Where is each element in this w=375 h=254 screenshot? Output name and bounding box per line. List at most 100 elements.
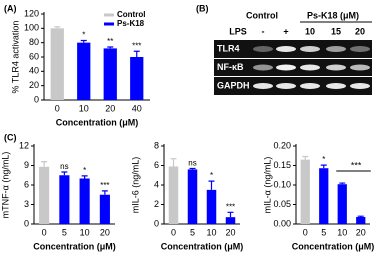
significance-label: *** <box>100 181 109 190</box>
x-tick-label: 0 <box>42 227 47 237</box>
x-tick-label: 5 <box>321 227 326 237</box>
error-bar <box>133 50 140 57</box>
panel-label: (C) <box>4 132 17 142</box>
gel-lps-label: LPS <box>229 26 247 36</box>
y-tick-label: 20 <box>29 80 39 90</box>
gel-lane-label: 15 <box>331 26 341 36</box>
significance-label: *** <box>226 202 235 211</box>
y-tick-label: 60 <box>29 51 39 61</box>
error-bar <box>227 211 234 218</box>
y-tick-label: 0.15 <box>273 160 291 170</box>
y-tick-label: 0 <box>154 218 159 228</box>
error-bar <box>170 158 177 167</box>
error-bar <box>54 26 61 29</box>
error-bar <box>320 164 327 169</box>
bar <box>187 169 198 224</box>
y-axis-title: mTNF-α (ng/mL) <box>0 152 10 219</box>
bar <box>206 189 217 224</box>
gel-band <box>326 83 346 89</box>
gel-band <box>253 46 273 52</box>
x-axis-title: Concentration (μM) <box>161 241 244 251</box>
bar <box>225 217 236 224</box>
gel-band <box>350 64 370 71</box>
error-bar <box>302 155 309 160</box>
significance-label: ns <box>60 162 68 171</box>
x-tick-label: 20 <box>100 227 110 237</box>
gel-band <box>300 83 320 89</box>
bar <box>77 42 91 100</box>
y-tick-label: 0.05 <box>273 199 291 209</box>
bar <box>99 194 110 224</box>
y-tick-label: 80 <box>29 37 39 47</box>
bar <box>79 178 90 224</box>
y-tick-label: 3 <box>24 199 29 209</box>
legend-label: Ps-K18 <box>117 19 145 28</box>
gel-band <box>276 64 296 71</box>
y-axis-title: % TLR4 activation <box>10 21 20 94</box>
gel-row-label: TLR4 <box>217 43 240 53</box>
significance-label: * <box>83 166 86 175</box>
x-tick-label: 10 <box>206 227 216 237</box>
y-tick-label: 2 <box>154 199 159 209</box>
significance-label: ns <box>188 159 196 168</box>
bar <box>50 28 64 100</box>
y-tick-label: 0 <box>24 218 29 228</box>
x-tick-label: 10 <box>337 227 347 237</box>
error-bar <box>208 180 215 190</box>
bar <box>319 168 329 224</box>
y-tick-label: 6 <box>24 179 29 189</box>
panel-label: (A) <box>4 3 17 13</box>
y-tick-label: 6 <box>154 160 159 170</box>
x-tick-label: 5 <box>62 227 67 237</box>
x-tick-label: 20 <box>105 103 115 113</box>
y-tick-label: 0.10 <box>273 179 291 189</box>
gel-header: Control <box>246 10 278 20</box>
y-axis-title: mIL-α (ng/mL) <box>262 157 272 214</box>
bar <box>39 166 50 224</box>
gel-lane-label: - <box>262 26 265 36</box>
error-bar <box>80 39 87 43</box>
error-bar <box>41 161 48 167</box>
bar <box>337 184 347 224</box>
bar <box>168 166 179 224</box>
x-tick-label: 5 <box>190 227 195 237</box>
x-tick-label: 0 <box>171 227 176 237</box>
x-axis-title: Concentration (μM) <box>33 241 116 251</box>
y-axis-title: mIL-6 (ng/mL) <box>130 157 140 214</box>
gel-band <box>253 83 273 89</box>
x-axis-title: Concentration (μM) <box>292 241 375 251</box>
y-tick-label: 8 <box>154 140 159 150</box>
x-tick-label: 0 <box>303 227 308 237</box>
significance-label: *** <box>351 160 362 170</box>
significance-label: * <box>82 31 85 40</box>
gel-band <box>350 83 370 89</box>
gel-row-label: GAPDH <box>217 80 250 90</box>
bar <box>300 159 310 224</box>
x-tick-label: 0 <box>55 103 60 113</box>
y-tick-label: 40 <box>29 66 39 76</box>
bar <box>59 175 70 224</box>
error-bar <box>357 215 364 217</box>
error-bar <box>189 167 196 170</box>
y-tick-label: 0 <box>34 94 39 104</box>
x-tick-label: 40 <box>132 103 142 113</box>
x-tick-label: 10 <box>79 103 89 113</box>
significance-label: *** <box>132 41 141 50</box>
gel-header: Ps-K18 (μM) <box>307 10 359 20</box>
x-tick-label: 10 <box>80 227 90 237</box>
y-tick-label: 4 <box>154 179 159 189</box>
gel-band <box>276 46 296 52</box>
y-tick-label: 120 <box>24 8 39 18</box>
gel-band <box>253 64 273 71</box>
gel-band <box>326 64 346 71</box>
gel-band <box>326 46 346 52</box>
y-tick-label: 0.00 <box>273 218 291 228</box>
bar <box>103 48 117 100</box>
y-tick-label: 0.20 <box>273 140 291 150</box>
significance-label: * <box>322 155 325 164</box>
y-tick-label: 12 <box>19 140 29 150</box>
x-tick-label: 20 <box>356 227 366 237</box>
significance-label: * <box>210 171 213 180</box>
gel-band <box>350 46 370 52</box>
